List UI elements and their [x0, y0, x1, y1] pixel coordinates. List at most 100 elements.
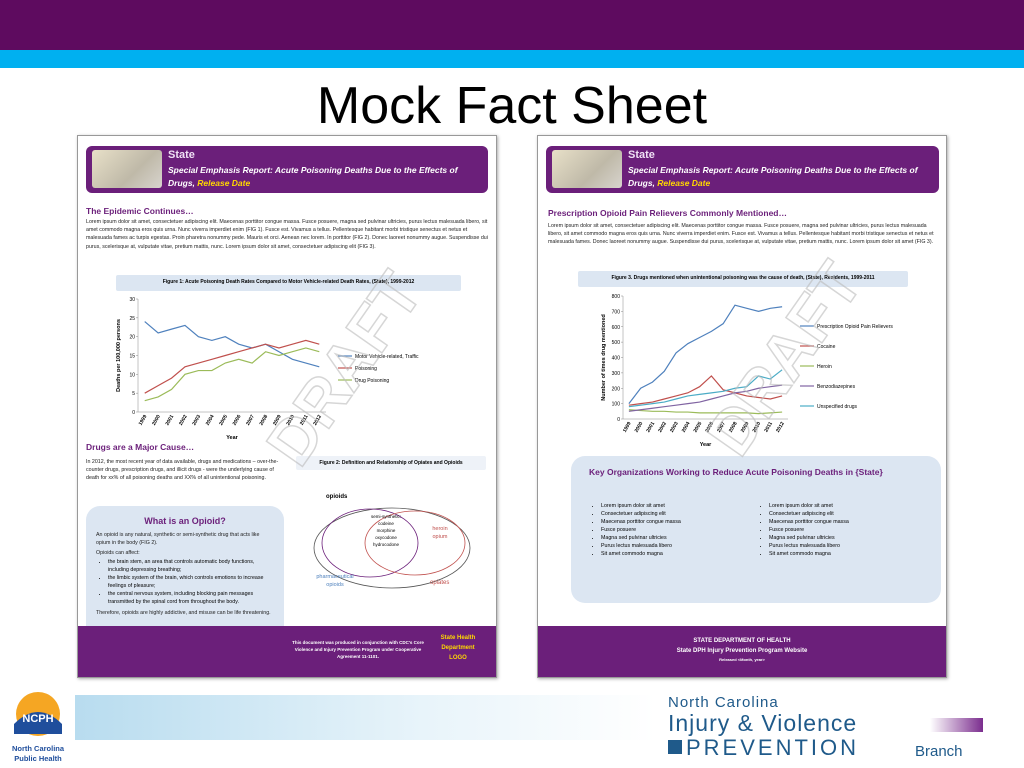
x-tick-label: 2001 [645, 421, 656, 434]
bullet: Fusce posuere [601, 526, 749, 534]
section-heading: Drugs are a Major Cause… [86, 442, 195, 452]
bullet-list: Lorem ipsum dolor sit ametConsectetuer a… [589, 502, 749, 558]
logo-name: North Carolina [12, 744, 65, 753]
section-heading: The Epidemic Continues… [86, 206, 194, 216]
legend-label: Cocaine [817, 344, 836, 350]
box-title: Key Organizations Working to Reduce Acut… [589, 467, 883, 477]
box-text: An opioid is any natural, synthetic or s… [96, 532, 260, 547]
y-tick-label: 700 [612, 309, 621, 315]
y-tick-label: 5 [132, 391, 135, 397]
slide-title: Mock Fact Sheet [316, 77, 708, 135]
bullet-list: the brain stem, an area that controls au… [96, 558, 274, 606]
diagram-label: morphine [377, 528, 396, 533]
diagram-label: opioids [326, 494, 348, 500]
diagram-label: heroin [432, 526, 447, 532]
paragraph: Lorem ipsum dolor sit amet, consectetuer… [86, 219, 488, 250]
bullet: Maecenas porttitor congue massa [601, 518, 749, 526]
x-tick-label: 2009 [272, 414, 283, 427]
figure-title: Figure 3. Drugs mentioned when unintenti… [578, 271, 908, 287]
x-tick-label: 2000 [151, 414, 162, 427]
sheet-header: State Special Emphasis Report: Acute Poi… [86, 146, 488, 193]
x-tick-label: 2011 [299, 414, 310, 427]
release-date: Release Date [657, 178, 711, 188]
header-report: Special Emphasis Report: Acute Poisoning… [168, 164, 468, 190]
y-tick-label: 0 [617, 417, 620, 423]
cyan-bar [0, 50, 1024, 68]
branch-square [668, 740, 682, 754]
diagram-label: semi-synthetic: [371, 514, 401, 519]
diagram-label: opium [433, 534, 448, 540]
series-line [144, 321, 320, 368]
y-tick-label: 500 [612, 340, 621, 346]
x-tick-label: 1999 [622, 421, 633, 434]
x-tick-label: 2011 [763, 421, 774, 434]
x-tick-label: 2003 [191, 414, 202, 427]
diagram-label: pharmaceutical [316, 574, 353, 580]
legend-label: Prescription Opioid Pain Relievers [817, 324, 893, 330]
sheet-header: State Special Emphasis Report: Acute Poi… [546, 146, 939, 193]
x-tick-label: 2008 [259, 414, 270, 427]
chart: 0 5 10 15 20 25 30 1999 2000 2001 2002 2003 2004 2005… [116, 297, 419, 441]
top-bar [0, 0, 1024, 50]
y-tick-label: 25 [129, 316, 135, 322]
y-tick-label: 400 [612, 356, 621, 362]
y-tick-label: 0 [132, 410, 135, 416]
bullet: Consectetuer adipiscing elit [769, 510, 917, 518]
x-tick-label: 2002 [657, 421, 668, 434]
y-tick-label: 15 [129, 354, 135, 360]
bullet-list: Lorem ipsum dolor sit ametConsectetuer a… [757, 502, 917, 558]
legend-label: Drug Poisoning [355, 378, 389, 384]
figure-title: Figure 1: Acute Poisoning Death Rates Co… [116, 275, 461, 291]
x-tick-label: 2012 [775, 421, 786, 434]
bullet: Fusce posuere [769, 526, 917, 534]
x-tick-label: 2005 [693, 421, 704, 434]
x-axis-label: Year [226, 435, 238, 441]
series-line [628, 409, 783, 415]
release-date: Release Date [197, 178, 251, 188]
x-tick-label: 2004 [681, 421, 692, 434]
x-tick-label: 2001 [165, 414, 176, 427]
branch-line2: Injury & Violence [668, 710, 858, 736]
opioid-diagram: opioids semi-synthetic: codeine morphine ox… [313, 494, 471, 589]
sheet-footer: This document was produced in conjunctio… [78, 626, 496, 677]
branch-line4: Branch [915, 743, 963, 760]
bullet: the central nervous system, including bl… [108, 590, 274, 606]
y-axis-label: Deaths per 100,000 persons [116, 319, 122, 392]
bullet: the limbic system of the brain, which co… [108, 574, 274, 590]
y-axis-label: Number of times drug mentioned [601, 314, 607, 400]
header-image [92, 150, 162, 188]
y-tick-label: 10 [129, 372, 135, 378]
sheet-footer: STATE DEPARTMENT OF HEALTH State DPH Inj… [538, 626, 946, 677]
x-tick-label: 2007 [716, 421, 727, 434]
y-tick-label: 600 [612, 325, 621, 331]
x-tick-label: 2005 [218, 414, 229, 427]
branch-line1: North Carolina [668, 694, 779, 711]
ncph-logo: NCPH North Carolina Public Health [12, 692, 65, 763]
logo-line: State Health [440, 635, 476, 641]
diagram-label: opioids [326, 582, 344, 588]
x-tick-label: 2012 [312, 414, 323, 427]
bullet: Sit amet commodo magna [769, 550, 917, 558]
series-line [144, 347, 320, 402]
branch-bar [930, 718, 983, 732]
bullet: the brain stem, an area that controls au… [108, 558, 274, 574]
header-state: State [628, 149, 655, 161]
box-title: What is an Opioid? [144, 516, 226, 526]
legend-label: Poisoning [355, 366, 377, 372]
logo-name: Public Health [14, 754, 62, 763]
logo-shape [14, 712, 62, 734]
report-title: Special Emphasis Report: Acute Poisoning… [628, 165, 918, 188]
y-tick-label: 800 [612, 294, 621, 300]
x-tick-label: 2010 [285, 414, 296, 427]
x-tick-label: 2006 [704, 421, 715, 434]
series-line [144, 339, 320, 394]
box-text: Therefore, opioids are highly addictive,… [96, 609, 271, 616]
x-tick-label: 2000 [634, 421, 645, 434]
x-tick-label: 1999 [138, 414, 149, 427]
right-sheet: State Special Emphasis Report: Acute Poi… [537, 135, 947, 678]
x-tick-label: 2004 [205, 414, 216, 427]
figure-title: Figure 2: Definition and Relationship of… [296, 456, 486, 470]
bottom-strip [75, 695, 655, 740]
